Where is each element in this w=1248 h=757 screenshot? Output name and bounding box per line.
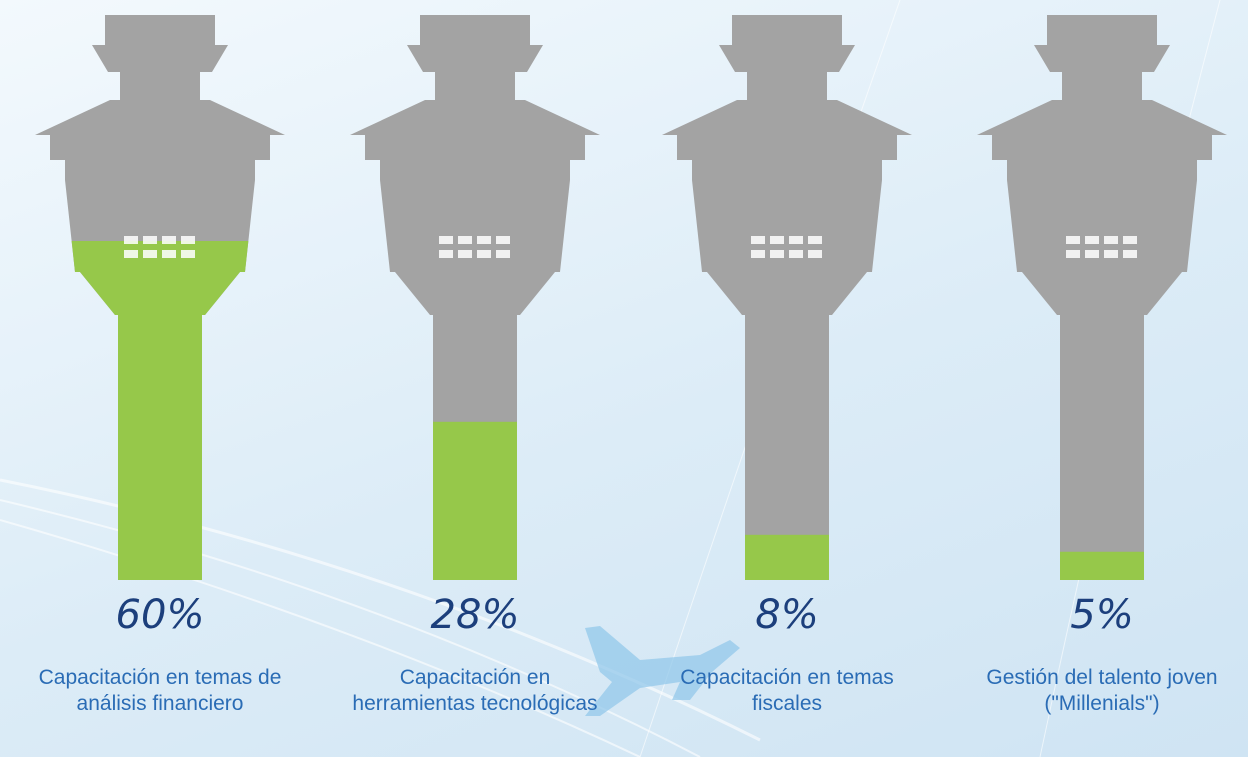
tower-part <box>1007 180 1197 272</box>
tower-fill <box>35 241 285 580</box>
window <box>143 250 157 258</box>
window <box>751 236 765 244</box>
window <box>808 250 822 258</box>
tower-part <box>692 180 882 272</box>
value-label: 8% <box>755 592 818 638</box>
tower-part <box>380 160 570 180</box>
window <box>124 250 138 258</box>
window <box>1085 236 1099 244</box>
tower-part <box>1007 160 1197 180</box>
window <box>1066 236 1080 244</box>
tower <box>350 15 600 580</box>
tower-part <box>407 45 543 72</box>
window <box>770 236 784 244</box>
value-label: 28% <box>431 592 520 638</box>
window <box>789 250 803 258</box>
window <box>439 250 453 258</box>
tower-fill <box>350 421 600 580</box>
window <box>143 236 157 244</box>
window <box>181 236 195 244</box>
tower-part <box>365 135 585 160</box>
tower <box>977 15 1227 580</box>
tower-part <box>105 15 215 45</box>
tower <box>662 15 912 580</box>
tower-part <box>719 45 855 72</box>
window <box>124 236 138 244</box>
tower-part <box>1062 72 1142 100</box>
tower-part <box>747 72 827 100</box>
tower-part <box>92 45 228 72</box>
window <box>770 250 784 258</box>
window <box>162 250 176 258</box>
tower-part <box>662 100 912 135</box>
tower-part <box>677 135 897 160</box>
tower-part <box>380 180 570 272</box>
category-label: Capacitación en temas de análisis financ… <box>38 666 282 715</box>
tower-part <box>707 272 867 315</box>
window <box>789 236 803 244</box>
tower-part <box>992 135 1212 160</box>
window <box>162 236 176 244</box>
window <box>751 250 765 258</box>
tower-part <box>1034 45 1170 72</box>
window <box>458 236 472 244</box>
tower-part <box>120 72 200 100</box>
tower-part <box>732 15 842 45</box>
value-label: 5% <box>1070 592 1133 638</box>
category-label: Capacitación en temas fiscales <box>680 666 894 715</box>
tower-part <box>435 72 515 100</box>
tower-fill <box>977 551 1227 580</box>
tower-part <box>1060 315 1144 580</box>
window <box>1066 250 1080 258</box>
window <box>1085 250 1099 258</box>
window <box>1123 250 1137 258</box>
tower-fill <box>662 534 912 580</box>
window <box>477 250 491 258</box>
window <box>1104 250 1118 258</box>
category-label: Gestión del talento joven ("Millenials") <box>986 666 1218 715</box>
window <box>808 236 822 244</box>
tower-part <box>1022 272 1182 315</box>
window <box>477 236 491 244</box>
window <box>1104 236 1118 244</box>
tower-part <box>1047 15 1157 45</box>
tower-part <box>350 100 600 135</box>
window <box>1123 236 1137 244</box>
tower-part <box>395 272 555 315</box>
value-label: 60% <box>116 592 205 638</box>
window <box>181 250 195 258</box>
category-label: Capacitación en herramientas tecnológica… <box>352 666 598 715</box>
window <box>458 250 472 258</box>
window <box>439 236 453 244</box>
tower-part <box>420 15 530 45</box>
airplane <box>585 626 740 716</box>
tower-part <box>977 100 1227 135</box>
tower-part <box>50 135 270 160</box>
window <box>496 250 510 258</box>
window <box>496 236 510 244</box>
tower-part <box>692 160 882 180</box>
tower-part <box>65 160 255 180</box>
tower-part <box>35 100 285 135</box>
